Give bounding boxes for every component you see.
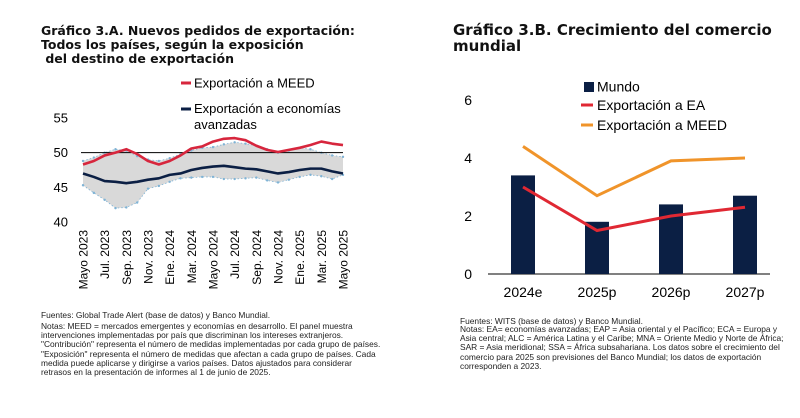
chart-b-source: Fuentes: WITS (base de datos) y Banco Mu…: [460, 316, 643, 326]
chart-a-range-lower-point: [330, 177, 334, 181]
chart-a-x-tick-label: Mayo 2025: [337, 230, 351, 290]
chart-b-bar-mundo: [511, 175, 535, 274]
chart-a-x-tick-label: Nov. 2024: [272, 230, 286, 284]
chart-a-title: Gráfico 3.A. Nuevos pedidos de exportaci…: [41, 23, 355, 66]
chart-b-notes: Notas: EA= economías avanzadas; EAP = As…: [460, 324, 784, 371]
chart-a-range-upper-point: [309, 148, 312, 151]
chart-a-source: Fuentes: Global Trade Alert (base de dat…: [41, 310, 271, 320]
chart-a-range-lower-point: [276, 181, 280, 184]
chart-a-range-lower-point: [146, 187, 150, 190]
chart-b-axes: 0 2 4 6 2024e 2025p 2026p 2027p: [464, 92, 770, 300]
chart-a-range-upper-point: [92, 156, 96, 159]
chart-b-legend-label-ea: Exportación a EA: [597, 97, 706, 113]
chart-a-range-lower-point: [92, 191, 96, 195]
chart-b-legend-label-mundo: Mundo: [597, 79, 640, 95]
chart-b-y-tick-label: 0: [464, 266, 472, 282]
chart-b-title: Gráfico 3.B. Crecimiento del comercio mu…: [453, 21, 772, 55]
chart-b-legend-label-meed: Exportación a MEED: [597, 117, 727, 133]
chart-a-range-lower-point: [255, 176, 258, 179]
chart-a-range-upper-point: [168, 157, 171, 160]
chart-a-range-upper-point: [211, 145, 215, 149]
chart-a-range-band: [83, 142, 343, 209]
chart-a-axes: 40 45 50 55 Mayo 2023 Jul. 2023 Sep. 2023 Nov. …: [54, 111, 351, 290]
chart-b-legend-swatch-mundo: [584, 82, 594, 92]
chart-a-range-upper-point: [341, 155, 345, 159]
chart-a-range-lower-point: [135, 201, 139, 204]
chart-a-x-tick-label: Mar. 2025: [315, 230, 329, 284]
chart-a-y-tick-label: 40: [54, 215, 68, 230]
chart-a-range-upper-point: [222, 143, 226, 146]
chart-a-range-lower-point: [298, 175, 301, 179]
chart-a-range-upper-point: [157, 159, 161, 163]
chart-b-lines: [522, 145, 746, 233]
chart-a-range-lower-point: [244, 177, 247, 180]
chart-a-range-lower-point: [309, 173, 312, 177]
chart-b-y-tick-label: 6: [464, 92, 472, 108]
chart-a-x-tick-label: Mayo 2024: [207, 230, 221, 290]
chart-a-legend-label-advanced: Exportación a economías avanzadas: [194, 101, 341, 132]
chart-a-range-lower-point: [81, 184, 85, 187]
chart-a-range-lower-point: [200, 175, 204, 179]
chart-b-legend: Mundo Exportación a EA Exportación a MEED: [581, 79, 727, 133]
chart-a-x-tick-label: Mayo 2023: [77, 230, 91, 290]
chart-a-lines: [82, 136, 344, 185]
chart-a-range-upper-point: [114, 148, 117, 151]
chart-a-range-lower-point: [211, 175, 215, 179]
chart-a-x-tick-label: Jul. 2023: [98, 230, 112, 279]
chart-a-range-upper-point: [330, 154, 334, 157]
chart-a-range-lower-point: [222, 177, 226, 181]
chart-b-x-tick-label: 2026p: [652, 284, 691, 300]
chart-a-x-tick-label: Jul. 2024: [228, 230, 242, 279]
chart-a-x-tick-label: Nov. 2023: [142, 230, 156, 284]
chart-a-series-line-meed: [82, 136, 344, 166]
chart-b-bars: [511, 175, 757, 274]
chart-a-range-lower-point: [157, 184, 161, 188]
chart-a-x-tick-label: Sep. 2024: [250, 230, 264, 285]
chart-a-range-lower-point: [265, 179, 269, 182]
chart-a-range-upper-point: [244, 142, 247, 145]
chart-a-range-lower-point: [190, 176, 193, 179]
chart-b-y-tick-label: 4: [464, 150, 472, 166]
chart-b-x-tick-label: 2027p: [726, 284, 765, 300]
chart-a-range-lower-point: [114, 206, 117, 210]
chart-b-y-tick-label: 2: [464, 208, 472, 224]
chart-a-x-tick-label: Ene. 2024: [163, 230, 177, 285]
chart-a-plot: 40 45 50 55 Mayo 2023 Jul. 2023 Sep. 2023 Nov. …: [54, 76, 351, 290]
chart-a-range-upper-point: [81, 159, 85, 163]
chart-a-range-lower-point: [168, 180, 171, 183]
chart-b-x-tick-label: 2024e: [504, 284, 543, 300]
chart-b-plot: 0 2 4 6 2024e 2025p 2026p 2027p Mundo Exportació…: [464, 79, 770, 300]
chart-a-legend-label-meed: Exportación a MEED: [194, 76, 315, 91]
chart-a-range-lower-point: [320, 175, 323, 178]
chart-a-range-lower-point: [125, 206, 128, 209]
chart-a-x-tick-label: Mar. 2024: [185, 230, 199, 284]
chart-a-range-lower-point: [233, 177, 236, 181]
chart-b-series-line-meed: [522, 145, 746, 198]
chart-a-y-tick-label: 55: [54, 111, 68, 126]
chart-a-range-lower-point: [287, 178, 291, 181]
chart-a-series-line-advanced: [82, 164, 344, 185]
chart-a-notes: Notas: MEED = mercados emergentes y econ…: [41, 321, 381, 378]
chart-b-series-line-ea: [522, 185, 746, 233]
chart-a-x-tick-label: Ene. 2025: [293, 230, 307, 285]
chart-a-y-tick-label: 50: [54, 145, 68, 160]
chart-a-x-tick-label: Sep. 2023: [120, 230, 134, 285]
chart-a-range-lower-point: [179, 177, 182, 180]
chart-a-range-lower-point: [103, 198, 106, 202]
chart-a-legend: Exportación a MEED Exportación a economía…: [181, 76, 341, 132]
chart-b-x-tick-label: 2025p: [578, 284, 617, 300]
chart-a-y-tick-label: 45: [54, 180, 68, 195]
chart-a-range-upper-point: [233, 141, 236, 144]
